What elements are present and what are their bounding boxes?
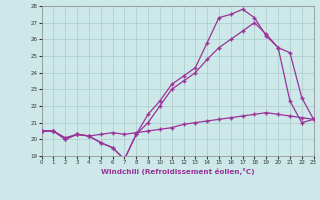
X-axis label: Windchill (Refroidissement éolien,°C): Windchill (Refroidissement éolien,°C) (101, 168, 254, 175)
